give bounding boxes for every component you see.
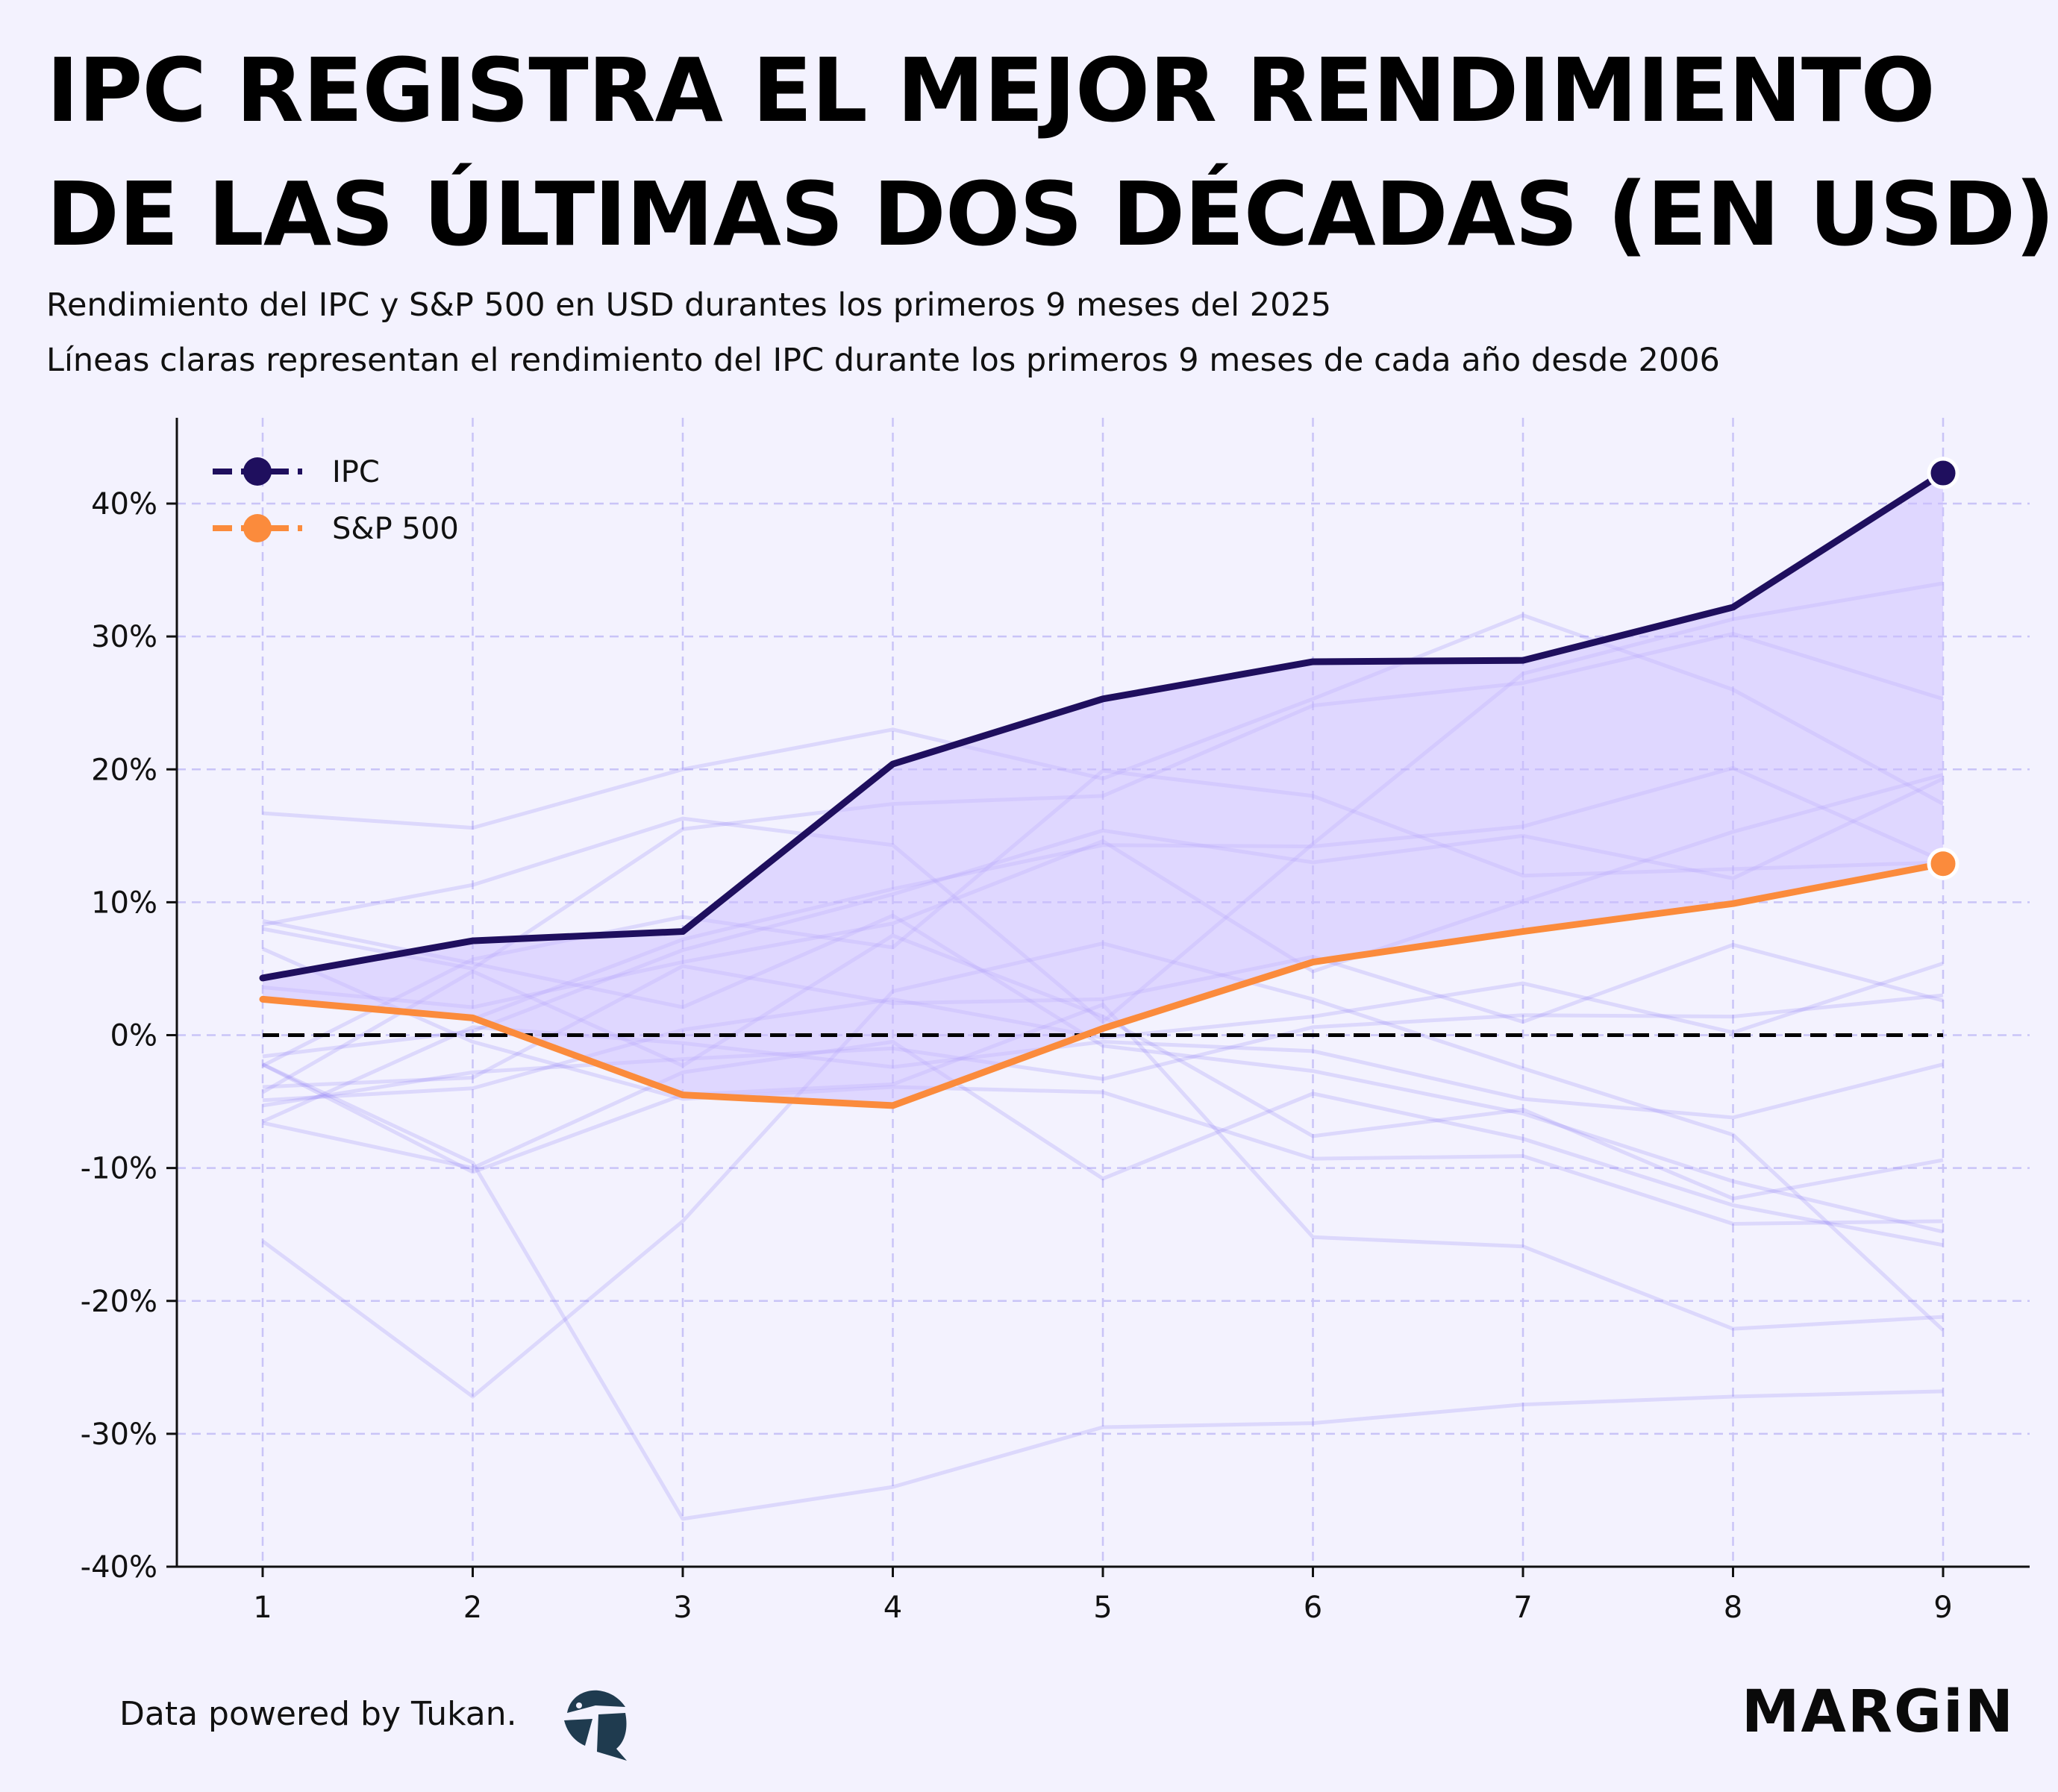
history-line-17 xyxy=(261,1062,1944,1521)
y-tick-label-5: -10% xyxy=(81,1152,157,1186)
subtitle-line-2: Líneas claras representan el rendimiento… xyxy=(46,342,1720,379)
y-tick-label-6: -20% xyxy=(81,1285,157,1319)
history-line-14 xyxy=(262,1039,1944,1247)
y-tick-label-2: 20% xyxy=(91,753,157,787)
y-tick-label-3: 10% xyxy=(91,886,157,920)
subtitle-line-1: Rendimiento del IPC y S&P 500 en USD dur… xyxy=(46,286,1332,324)
history-line-13 xyxy=(261,947,1944,1226)
y-tick-label-4: 0% xyxy=(110,1019,157,1053)
legend-sp500-label: S&P 500 xyxy=(332,512,459,546)
x-tick-label-0: 1 xyxy=(253,1591,272,1625)
legend: IPC S&P 500 xyxy=(213,455,459,546)
x-tick-label-5: 6 xyxy=(1304,1591,1322,1625)
legend-sp500-marker xyxy=(243,514,272,542)
series-line-ipc xyxy=(259,469,1947,982)
y-tick-label-7: -30% xyxy=(81,1417,157,1452)
title-line-1: IPC REGISTRA EL MEJOR RENDIMIENTO xyxy=(46,39,1936,142)
brand-logo: MARGiN xyxy=(1741,1679,2015,1746)
x-tick-label-8: 9 xyxy=(1933,1591,1952,1625)
x-tick-label-6: 7 xyxy=(1513,1591,1532,1625)
x-tick-label-2: 3 xyxy=(673,1591,692,1625)
data-credit: Data powered by Tukan. xyxy=(119,1695,517,1733)
legend-ipc-marker xyxy=(243,457,272,486)
main-series xyxy=(259,457,1960,1109)
x-tick-label-7: 8 xyxy=(1724,1591,1742,1625)
area-between-ipc-sp500 xyxy=(263,473,1943,1106)
line-chart: 40%30%20%10%0%-10%-20%-30%-40%1 2 3 4 5 6 7 8 9 … xyxy=(81,418,2030,1625)
x-tick-label-4: 5 xyxy=(1093,1591,1112,1625)
y-tick-label-0: 40% xyxy=(91,487,157,521)
axes: 40% 30% 20% 10% 0% -10% -20% -30% -40% 1 2 3 4 5 6 7 8 9 xyxy=(81,418,2030,1625)
y-tick-label-1: 30% xyxy=(91,620,157,654)
series-end-marker-sp500 xyxy=(1927,848,1960,880)
title-line-2: DE LAS ÚLTIMAS DOS DÉCADAS (EN USD) xyxy=(46,163,2055,266)
series-end-marker-ipc xyxy=(1927,457,1960,489)
x-tick-label-1: 2 xyxy=(463,1591,482,1625)
subtitle: Rendimiento del IPC y S&P 500 en USD dur… xyxy=(46,278,1720,388)
page-title: IPC REGISTRA EL MEJOR RENDIMIENTO DE LAS… xyxy=(46,28,2055,276)
history-line-9 xyxy=(262,993,1944,1108)
series-line-sp500 xyxy=(259,860,1947,1109)
x-tick-label-3: 4 xyxy=(883,1591,902,1625)
y-tick-label-8: -40% xyxy=(81,1550,157,1585)
tukan-bird-icon xyxy=(564,1690,627,1761)
legend-ipc-label: IPC xyxy=(332,455,380,489)
history-line-8 xyxy=(262,961,1944,1103)
